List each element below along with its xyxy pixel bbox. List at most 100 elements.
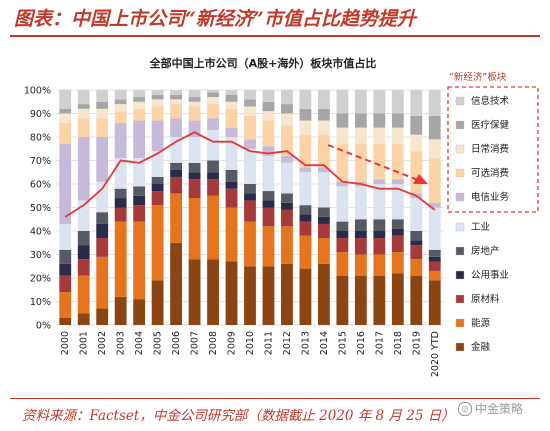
bar-segment-it bbox=[391, 90, 404, 114]
bar-segment-utilities bbox=[77, 245, 90, 260]
legend-swatch-financial bbox=[455, 342, 465, 352]
legend-swatch-utilities bbox=[455, 270, 465, 280]
bar-segment-financial bbox=[96, 308, 109, 325]
bar-segment-healthcare bbox=[133, 97, 146, 102]
y-tick-label: 60% bbox=[30, 180, 51, 191]
new-economy-legend-label: “新经济”板块 bbox=[449, 71, 507, 83]
bar-segment-consumer_disc bbox=[262, 120, 275, 147]
bar-segment-financial bbox=[188, 259, 201, 325]
bars bbox=[59, 90, 441, 325]
bar-segment-energy bbox=[225, 207, 238, 262]
bar-segment-consumer_disc bbox=[114, 111, 127, 123]
bar-segment-it bbox=[428, 90, 441, 116]
legend-swatch-industrials bbox=[455, 222, 465, 232]
bar-segment-telecom bbox=[77, 137, 90, 201]
bar-segment-utilities bbox=[225, 181, 238, 189]
bar-segment-healthcare bbox=[244, 99, 256, 107]
bar-segment-industrials bbox=[170, 137, 183, 163]
bar-segment-materials bbox=[336, 238, 349, 253]
line-series bbox=[64, 131, 436, 218]
legend-label-real_estate: 房地产 bbox=[471, 245, 500, 257]
bar-segment-consumer_staples bbox=[373, 127, 386, 145]
bar-segment-telecom bbox=[373, 179, 386, 184]
bar-segment-financial bbox=[391, 273, 404, 325]
legend-swatch-it bbox=[455, 96, 465, 106]
bar-segment-materials bbox=[281, 209, 293, 227]
bar-segment-industrials bbox=[114, 158, 127, 189]
bar-segment-utilities bbox=[133, 195, 146, 206]
bar-segment-materials bbox=[59, 275, 72, 293]
x-tick-label: 2011 bbox=[263, 331, 274, 355]
bar-segment-energy bbox=[244, 221, 256, 267]
bar-segment-real_estate bbox=[373, 219, 386, 231]
x-tick-label: 2008 bbox=[208, 331, 219, 355]
x-tick-label: 2015 bbox=[337, 331, 348, 355]
x-tick-label: 2004 bbox=[134, 331, 145, 355]
bar-segment-telecom bbox=[336, 181, 349, 187]
bar-segment-energy bbox=[410, 259, 423, 276]
bar-segment-materials bbox=[188, 179, 201, 199]
bar-segment-healthcare bbox=[170, 94, 183, 100]
x-tick-label: 2009 bbox=[227, 331, 238, 355]
arrow-head-icon bbox=[413, 174, 428, 184]
bar-segment-real_estate bbox=[244, 184, 256, 194]
bar-segment-healthcare bbox=[281, 104, 293, 114]
bar-segment-industrials bbox=[373, 184, 386, 220]
bar-segment-materials bbox=[410, 245, 423, 260]
bar-segment-utilities bbox=[207, 172, 219, 180]
watermark-text: 中金策略 bbox=[475, 402, 524, 416]
bar-segment-utilities bbox=[373, 231, 386, 239]
x-tick-label: 2005 bbox=[153, 331, 164, 355]
bar-segment-real_estate bbox=[59, 249, 72, 264]
y-tick-label: 40% bbox=[30, 227, 51, 238]
bar-segment-utilities bbox=[59, 263, 72, 276]
bar-segment-real_estate bbox=[151, 176, 164, 184]
legend-swatch-real_estate bbox=[455, 246, 465, 256]
bar-segment-healthcare bbox=[151, 94, 164, 100]
bar-segment-materials bbox=[428, 261, 441, 271]
bar-segment-healthcare bbox=[336, 113, 349, 128]
bar-segment-consumer_disc bbox=[299, 134, 312, 168]
bar-segment-materials bbox=[244, 200, 256, 222]
bar-segment-materials bbox=[391, 235, 404, 253]
bar-segment-consumer_staples bbox=[77, 108, 90, 119]
bar-segment-it bbox=[151, 90, 164, 95]
bar-segment-real_estate bbox=[225, 169, 238, 182]
bar-segment-materials bbox=[225, 188, 238, 208]
bar-segment-consumer_staples bbox=[262, 111, 275, 121]
source-note: 资料来源：Factset，中金公司研究部（数据截止 2020 年 8 月 25 … bbox=[22, 408, 455, 424]
bar-segment-utilities bbox=[354, 231, 367, 239]
bar-segment-industrials bbox=[354, 186, 367, 220]
bar-segment-healthcare bbox=[77, 104, 90, 109]
bar-segment-financial bbox=[59, 317, 72, 325]
bar-segment-healthcare bbox=[207, 92, 219, 98]
bar-segment-healthcare bbox=[428, 115, 441, 140]
bar-segment-industrials bbox=[336, 186, 349, 222]
bar-segment-it bbox=[244, 90, 256, 100]
bar-segment-consumer_staples bbox=[225, 101, 238, 109]
legend-label-it: 信息技术 bbox=[471, 95, 510, 107]
bar-segment-materials bbox=[114, 207, 127, 222]
bar-segment-industrials bbox=[133, 158, 146, 187]
legend-swatch-consumer_disc bbox=[455, 168, 465, 178]
bar-segment-telecom bbox=[317, 167, 330, 173]
bar-segment-consumer_disc bbox=[281, 125, 293, 156]
page-title: 图表：中国上市公司“新经济”市值占比趋势提升 bbox=[14, 8, 416, 30]
bar-segment-financial bbox=[151, 280, 164, 325]
bar-segment-it bbox=[262, 90, 275, 102]
bar-segment-financial bbox=[77, 313, 90, 325]
bar-segment-consumer_disc bbox=[225, 108, 238, 128]
bar-segment-telecom bbox=[299, 167, 312, 173]
bar-segment-financial bbox=[410, 275, 423, 325]
legend-swatch-telecom bbox=[455, 192, 465, 202]
bar-segment-utilities bbox=[336, 231, 349, 239]
bar-segment-real_estate bbox=[77, 231, 90, 246]
bar-segment-consumer_disc bbox=[170, 104, 183, 119]
bar-segment-consumer_staples bbox=[299, 120, 312, 135]
y-tick-label: 0% bbox=[36, 321, 51, 332]
bar-segment-it bbox=[207, 90, 219, 93]
x-tick-label: 2013 bbox=[300, 331, 311, 355]
bar-segment-it bbox=[317, 90, 330, 109]
bar-segment-energy bbox=[428, 270, 441, 281]
